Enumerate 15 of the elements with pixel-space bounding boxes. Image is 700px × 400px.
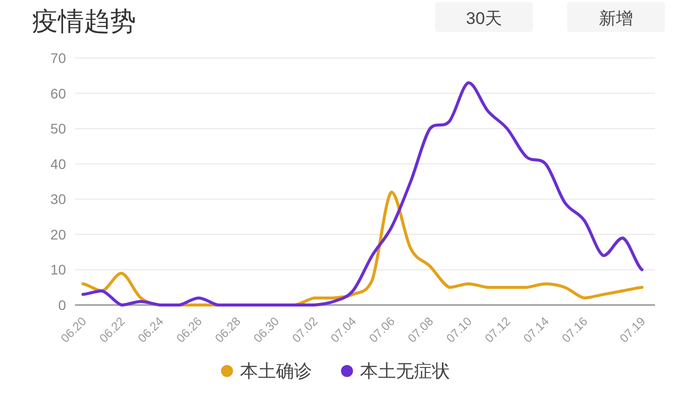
chart-title: 疫情趋势 xyxy=(32,6,136,36)
y-tick-label: 60 xyxy=(50,85,66,102)
legend-label: 本土确诊 xyxy=(240,361,312,381)
button: 30天 xyxy=(435,2,533,32)
y-tick-label: 0 xyxy=(58,297,66,313)
y-tick-label: 50 xyxy=(50,120,66,137)
y-tick-label: 30 xyxy=(50,191,66,208)
legend-item: 本土确诊 xyxy=(221,361,312,381)
y-tick-label: 40 xyxy=(50,156,66,172)
y-tick-label: 20 xyxy=(50,226,66,242)
y-tick-label: 70 xyxy=(50,50,66,66)
legend-label: 本土无症状 xyxy=(360,361,450,381)
legend-item: 本土无症状 xyxy=(341,361,450,381)
y-tick-label: 10 xyxy=(50,262,66,278)
button: 新增 xyxy=(567,2,665,32)
